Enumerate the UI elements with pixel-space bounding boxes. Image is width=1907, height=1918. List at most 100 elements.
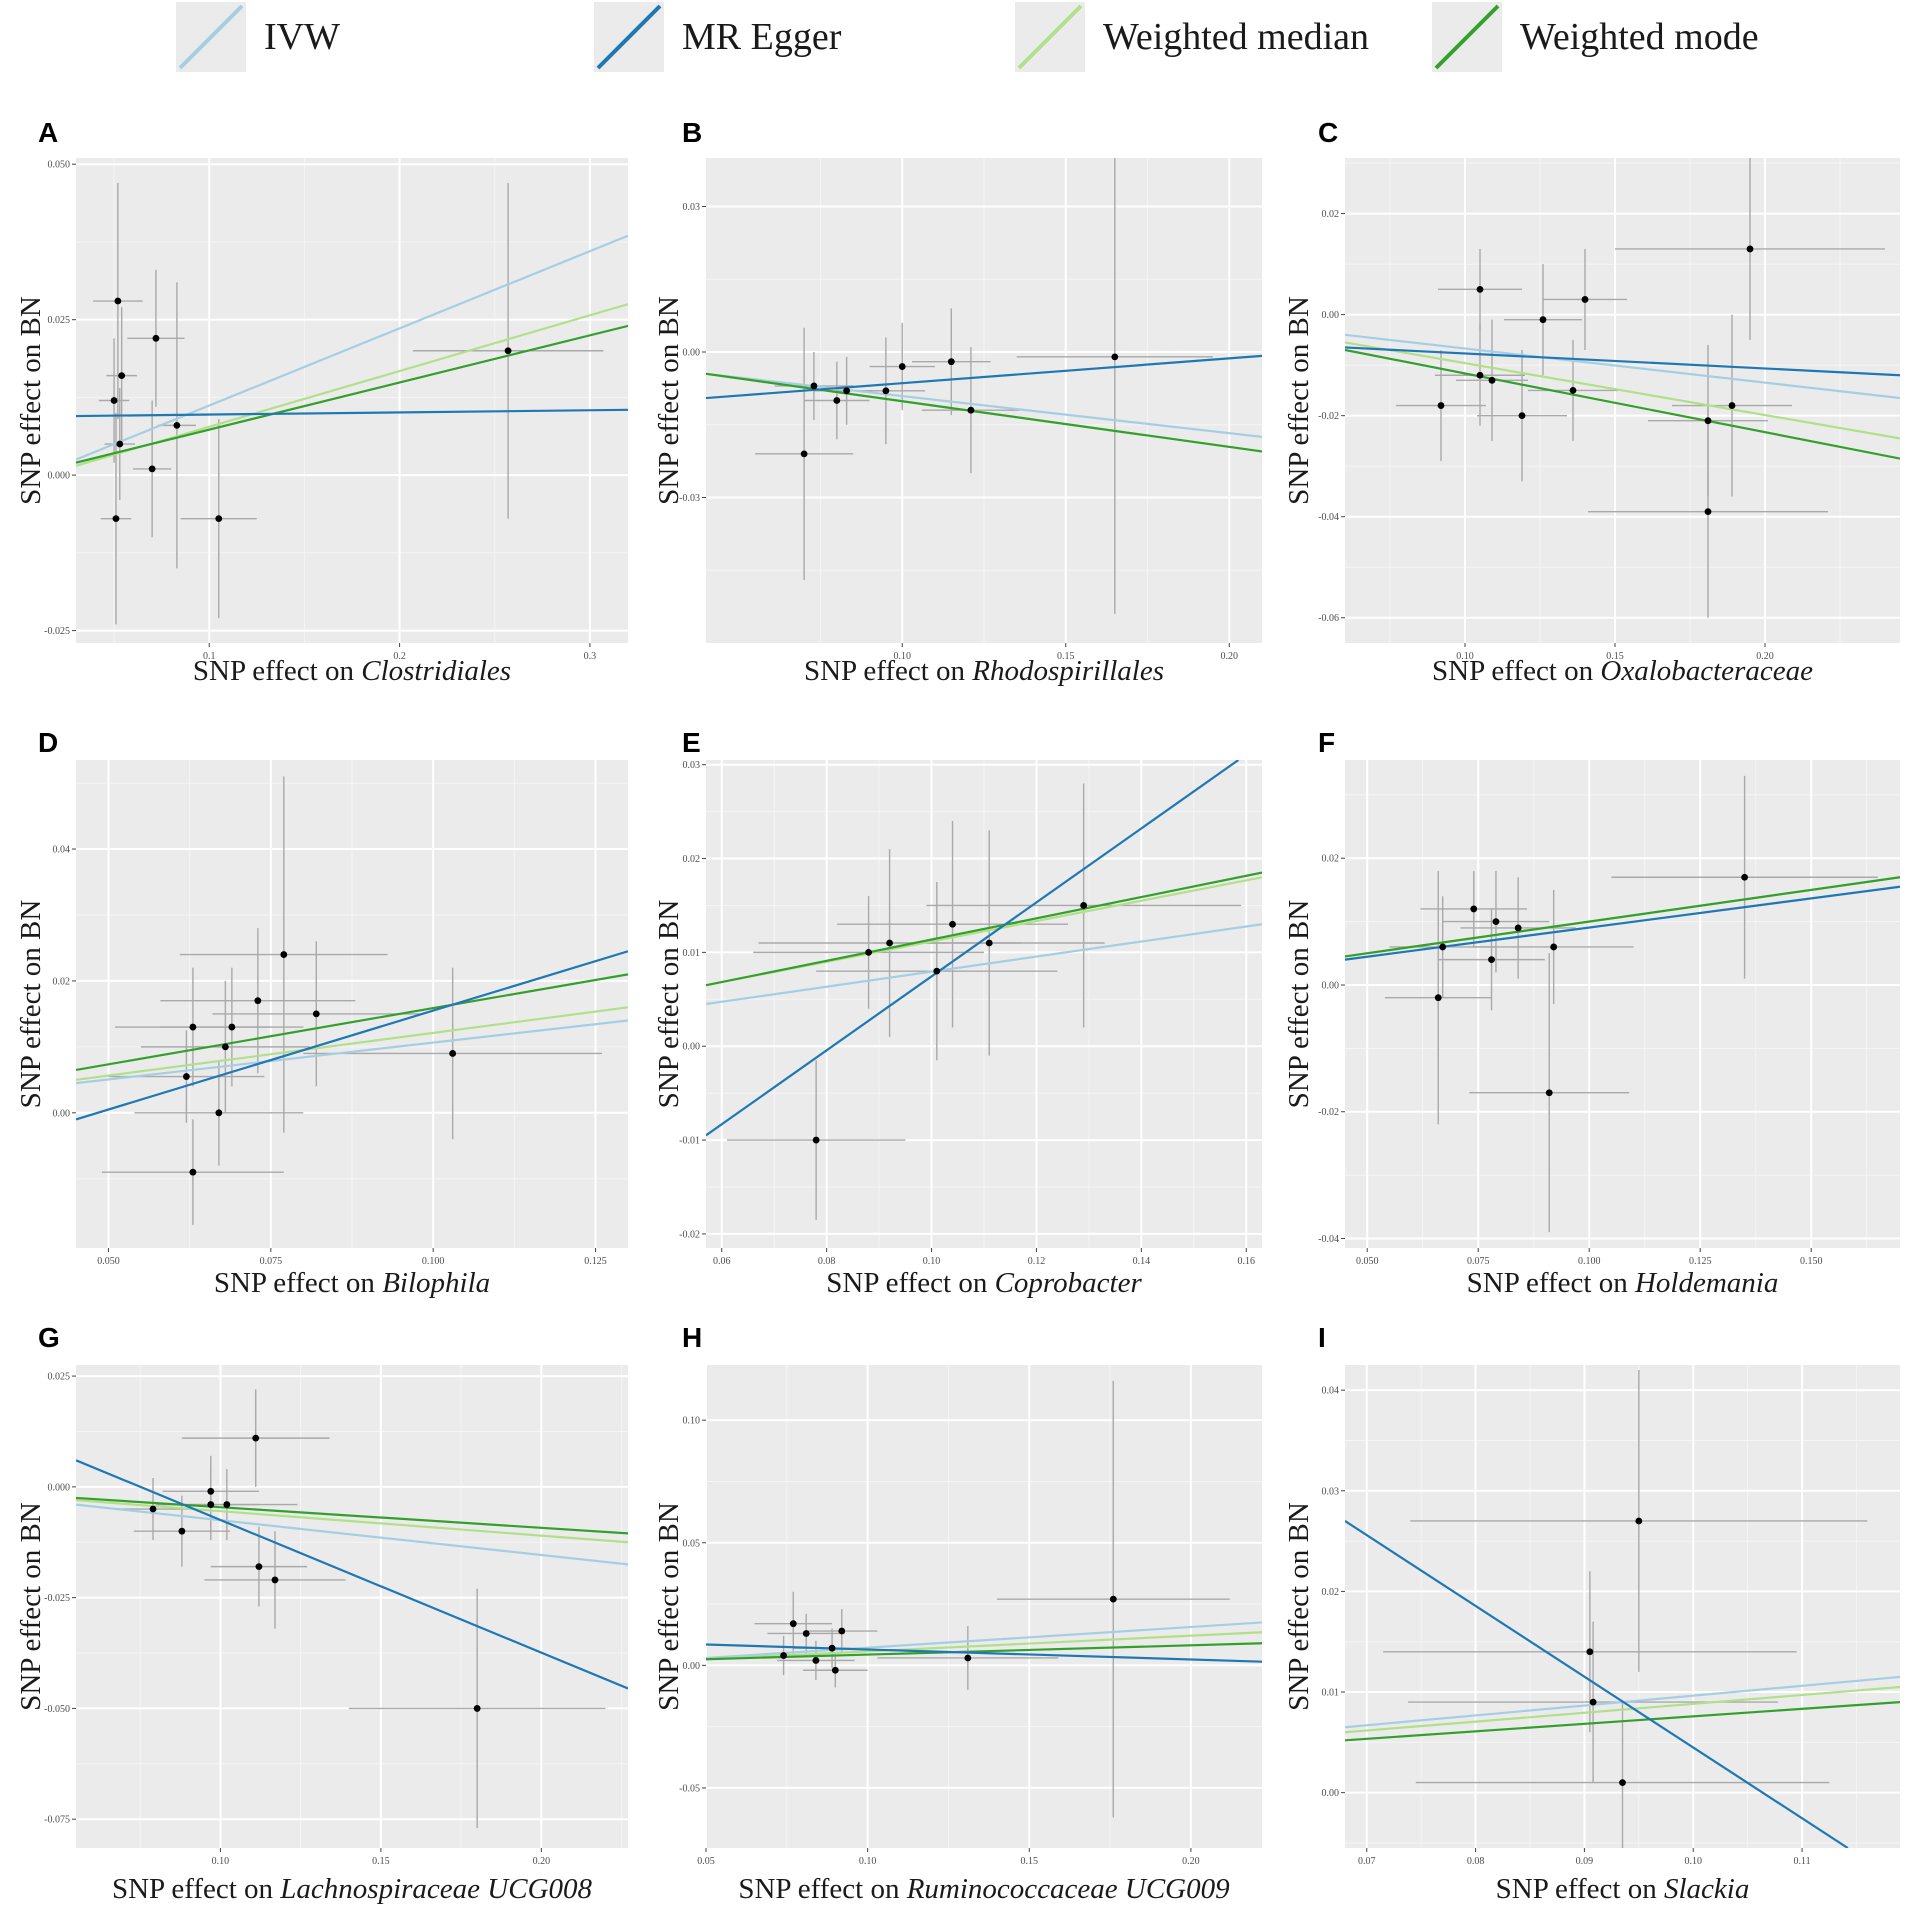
data-point [207, 1501, 215, 1508]
data-point [1492, 918, 1500, 926]
y-tick-label: 0.03 [683, 760, 701, 771]
y-axis-label: SNP effect on BN [15, 296, 47, 505]
data-point [964, 1654, 972, 1662]
data-point [898, 363, 906, 370]
data-point [886, 939, 893, 947]
data-point [838, 1627, 846, 1635]
plot-area [1345, 775, 1900, 1233]
y-tick-label: 0.04 [1322, 1386, 1340, 1397]
x-tick-label: 0.050 [97, 1256, 120, 1267]
fit-line-ivw [706, 923, 1262, 1006]
fit-line-ivw [76, 1019, 628, 1085]
y-tick-label: 0.02 [1322, 1587, 1340, 1598]
data-point [223, 1501, 231, 1508]
fit-line-ivw [706, 1621, 1262, 1660]
fit-line-mr-egger [706, 760, 1240, 1137]
fit-line-mr-egger [76, 408, 628, 418]
data-point [504, 347, 512, 355]
x-tick-label: 0.100 [1578, 1256, 1601, 1267]
plot-area [706, 158, 1262, 614]
y-tick-label: 0.04 [53, 845, 71, 856]
fit-line-mr-egger [1345, 346, 1900, 377]
data-point [207, 1487, 215, 1495]
y-tick-label: 0.02 [1322, 209, 1340, 220]
fit-line-mr-egger [706, 1643, 1262, 1663]
data-point [118, 372, 126, 380]
plot-area [706, 1380, 1262, 1818]
data-point [985, 939, 993, 947]
x-tick-label: 0.125 [584, 1256, 607, 1267]
plot-area [76, 182, 628, 625]
x-tick-label: 0.14 [1133, 1256, 1151, 1267]
x-tick-label: 0.10 [212, 1856, 230, 1867]
x-tick-label: 0.05 [697, 1856, 715, 1867]
x-axis-label: SNP effect on Coprobacter [826, 1267, 1142, 1299]
plot-area [1345, 1370, 1900, 1848]
legend: IVW MR Egger Weighted median Weighted mo… [0, 0, 1907, 80]
data-point [831, 1666, 839, 1674]
x-axis-label-taxon: Ruminococcaceae UCG009 [906, 1873, 1230, 1905]
legend-item-weighted-mode: Weighted mode [1432, 2, 1759, 72]
y-axis-label: SNP effect on BN [15, 900, 47, 1109]
y-tick-label: 0.03 [683, 202, 701, 213]
x-tick-label: 0.050 [1356, 1256, 1379, 1267]
data-point [221, 1043, 229, 1051]
x-tick-label: 0.15 [1606, 651, 1624, 662]
x-axis-label-prefix: SNP effect on [193, 655, 361, 687]
y-axis-label: SNP effect on BN [653, 1502, 685, 1711]
data-point [152, 334, 160, 342]
y-tick-label: 0.00 [1322, 310, 1340, 321]
data-point [789, 1620, 797, 1628]
data-point [833, 397, 841, 404]
data-point [967, 406, 975, 414]
panel-label: E [682, 727, 701, 758]
plot-background [76, 158, 628, 643]
fit-line-mr-egger [706, 354, 1262, 400]
x-tick-label: 0.075 [1467, 1256, 1490, 1267]
y-tick-label: 0.025 [48, 1372, 71, 1383]
legend-label-mr-egger: MR Egger [682, 16, 842, 58]
data-point [1514, 924, 1522, 932]
data-point [882, 387, 890, 395]
data-point [1476, 371, 1484, 379]
data-point [178, 1527, 186, 1535]
data-point [1439, 943, 1447, 951]
data-point [1550, 943, 1558, 951]
fit-line-ivw [1345, 333, 1900, 400]
legend-swatch-mr-egger [594, 2, 664, 72]
x-axis-label-prefix: SNP effect on [1496, 1873, 1664, 1905]
x-tick-label: 0.10 [859, 1856, 877, 1867]
legend-line-weighted-mode [1434, 4, 1500, 70]
data-point [114, 297, 122, 305]
data-point [112, 515, 120, 523]
y-axis-label: SNP effect on BN [1283, 296, 1315, 505]
data-point [1586, 1648, 1594, 1656]
panel-label: G [38, 1322, 60, 1353]
x-axis-label: SNP effect on Slackia [1496, 1873, 1750, 1905]
x-axis-label-prefix: SNP effect on [1467, 1267, 1635, 1299]
x-tick-label: 0.08 [818, 1256, 836, 1267]
x-tick-label: 0.07 [1358, 1856, 1376, 1867]
x-axis-label-prefix: SNP effect on [112, 1873, 280, 1905]
x-tick-label: 0.09 [1576, 1856, 1594, 1867]
fit-line-mr-egger [1345, 885, 1900, 961]
x-tick-label: 0.1 [203, 651, 216, 662]
y-tick-label: 0.00 [1322, 1788, 1340, 1799]
data-point [1569, 386, 1577, 394]
panel-a: 0.1 0.2 0.3 -0.025 0.000 0.025 0.050 A SNP effec… [15, 117, 628, 687]
x-tick-label: 0.15 [1057, 651, 1075, 662]
data-point [252, 1434, 260, 1442]
data-point [173, 421, 181, 429]
legend-item-mr-egger: MR Egger [594, 2, 841, 72]
y-tick-label: -0.02 [1318, 411, 1339, 422]
y-tick-label: 0.01 [1322, 1688, 1340, 1699]
data-point [1434, 994, 1442, 1002]
data-point [810, 382, 818, 390]
x-tick-label: 0.075 [260, 1256, 283, 1267]
x-axis-label: SNP effect on Rhodospirillales [804, 655, 1164, 687]
y-tick-label: -0.03 [679, 493, 700, 504]
fit-line-weighted-mode [706, 871, 1262, 987]
data-point [1518, 412, 1526, 420]
x-tick-label: 0.3 [584, 651, 597, 662]
plot-background [1345, 158, 1900, 643]
